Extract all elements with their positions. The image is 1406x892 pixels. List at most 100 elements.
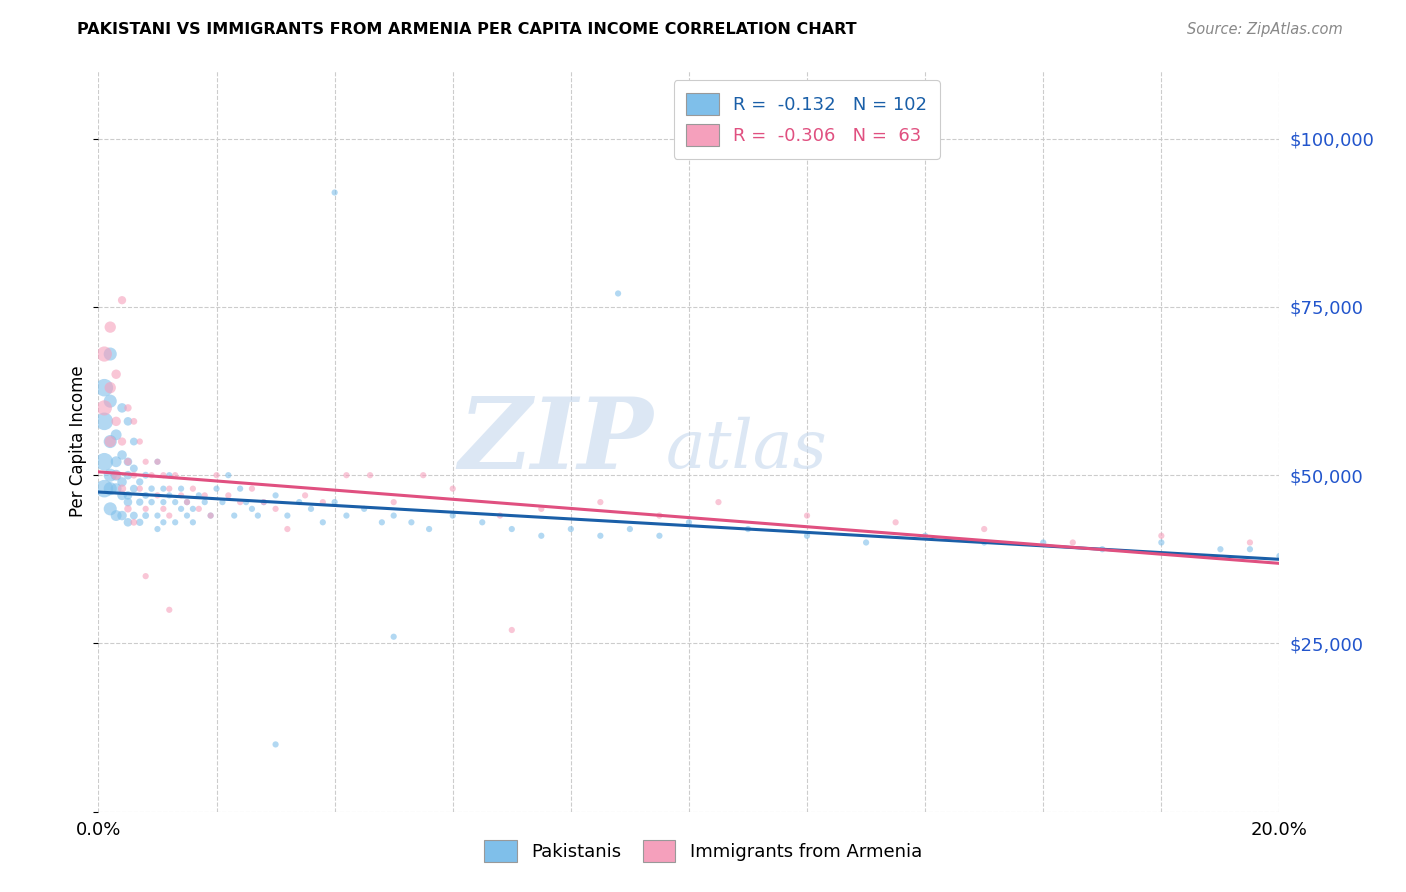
Point	[1062, 535, 1084, 549]
Point	[117, 488, 139, 502]
Point	[105, 508, 128, 523]
Point	[152, 495, 174, 509]
Point	[98, 501, 121, 516]
Point	[796, 529, 818, 543]
Point	[170, 482, 193, 496]
Point	[299, 501, 322, 516]
Point	[530, 529, 553, 543]
Point	[122, 516, 145, 530]
Point	[157, 488, 180, 502]
Point	[253, 495, 276, 509]
Point	[135, 455, 157, 469]
Point	[589, 495, 612, 509]
Point	[157, 468, 180, 483]
Point	[98, 434, 121, 449]
Point	[471, 516, 494, 530]
Point	[501, 623, 523, 637]
Point	[146, 508, 169, 523]
Point	[170, 488, 193, 502]
Point	[253, 495, 276, 509]
Point	[117, 455, 139, 469]
Point	[229, 495, 252, 509]
Text: ZIP: ZIP	[458, 393, 654, 490]
Point	[141, 468, 163, 483]
Point	[224, 508, 246, 523]
Point	[530, 501, 553, 516]
Point	[235, 495, 257, 509]
Point	[146, 488, 169, 502]
Point	[122, 414, 145, 428]
Point	[105, 368, 128, 382]
Point	[98, 347, 121, 361]
Point	[98, 482, 121, 496]
Point	[441, 482, 464, 496]
Point	[648, 508, 671, 523]
Point	[122, 434, 145, 449]
Point	[122, 461, 145, 475]
Point	[737, 522, 759, 536]
Point	[170, 501, 193, 516]
Point	[141, 482, 163, 496]
Point	[128, 434, 150, 449]
Point	[111, 482, 134, 496]
Point	[240, 482, 263, 496]
Point	[619, 522, 641, 536]
Point	[176, 495, 198, 509]
Point	[98, 468, 121, 483]
Point	[146, 455, 169, 469]
Point	[560, 522, 582, 536]
Point	[678, 516, 700, 530]
Point	[353, 501, 375, 516]
Point	[264, 488, 287, 502]
Point	[1150, 529, 1173, 543]
Point	[1209, 542, 1232, 557]
Point	[152, 482, 174, 496]
Point	[441, 508, 464, 523]
Point	[382, 630, 405, 644]
Point	[111, 508, 134, 523]
Point	[294, 488, 316, 502]
Point	[135, 508, 157, 523]
Point	[187, 501, 209, 516]
Point	[217, 468, 239, 483]
Point	[312, 516, 335, 530]
Point	[117, 414, 139, 428]
Point	[382, 508, 405, 523]
Point	[176, 495, 198, 509]
Point	[117, 455, 139, 469]
Point	[117, 516, 139, 530]
Point	[111, 448, 134, 462]
Point	[914, 529, 936, 543]
Point	[135, 569, 157, 583]
Point	[412, 468, 434, 483]
Point	[855, 535, 877, 549]
Point	[1150, 535, 1173, 549]
Point	[98, 381, 121, 395]
Point	[93, 381, 115, 395]
Point	[264, 738, 287, 752]
Point	[194, 495, 217, 509]
Point	[1268, 549, 1291, 563]
Point	[165, 495, 187, 509]
Legend: Pakistanis, Immigrants from Armenia: Pakistanis, Immigrants from Armenia	[477, 833, 929, 870]
Point	[93, 347, 115, 361]
Point	[111, 475, 134, 489]
Point	[323, 186, 346, 200]
Point	[122, 482, 145, 496]
Point	[146, 522, 169, 536]
Point	[796, 508, 818, 523]
Point	[589, 529, 612, 543]
Point	[111, 293, 134, 308]
Point	[194, 488, 217, 502]
Point	[105, 482, 128, 496]
Point	[1239, 542, 1261, 557]
Point	[707, 495, 730, 509]
Point	[246, 508, 269, 523]
Point	[135, 468, 157, 483]
Point	[217, 488, 239, 502]
Point	[648, 529, 671, 543]
Point	[288, 495, 311, 509]
Point	[117, 495, 139, 509]
Point	[418, 522, 440, 536]
Point	[205, 482, 228, 496]
